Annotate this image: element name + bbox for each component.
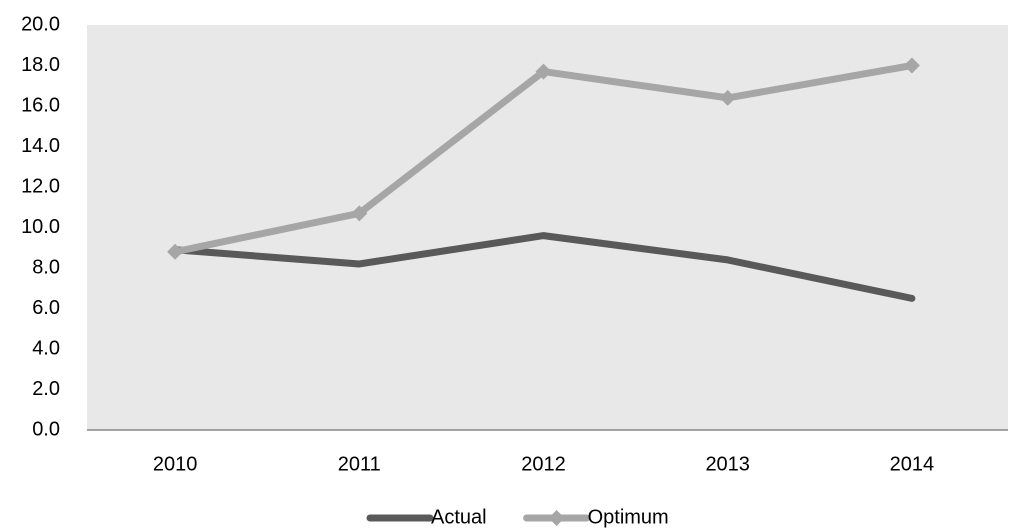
series-line xyxy=(171,232,916,302)
point-marker xyxy=(351,205,368,222)
x-tick-label: 2011 xyxy=(338,453,381,475)
point-marker xyxy=(903,57,920,74)
plot-area xyxy=(87,25,1008,430)
legend-label: Optimum xyxy=(588,506,669,528)
y-tick-label: 12.0 xyxy=(21,175,60,197)
legend-marker xyxy=(548,510,565,526)
y-tick-label: 16.0 xyxy=(21,94,60,116)
y-tick-label: 0.0 xyxy=(32,418,60,440)
point-marker xyxy=(535,63,552,80)
y-tick-label: 10.0 xyxy=(21,216,60,238)
y-tick-label: 8.0 xyxy=(32,256,60,278)
x-tick-label: 2014 xyxy=(890,453,935,475)
y-tick-label: 2.0 xyxy=(32,378,60,400)
y-tick-label: 4.0 xyxy=(32,337,60,359)
y-tick-label: 20.0 xyxy=(21,13,60,35)
legend-label: Actual xyxy=(431,506,487,528)
point-marker xyxy=(719,89,736,106)
x-tick-label: 2010 xyxy=(153,453,198,475)
x-tick-label: 2013 xyxy=(705,453,750,475)
x-tick-label: 2012 xyxy=(521,453,566,475)
y-tick-label: 18.0 xyxy=(21,54,60,76)
point-marker xyxy=(167,243,184,260)
y-tick-label: 14.0 xyxy=(21,135,60,157)
y-tick-label: 6.0 xyxy=(32,297,60,319)
